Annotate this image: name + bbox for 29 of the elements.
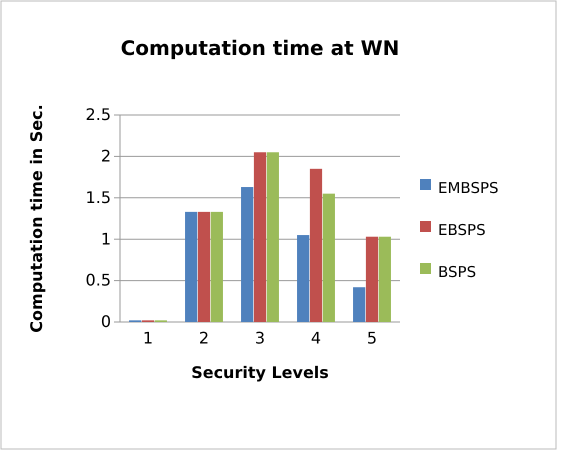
chart-title: Computation time at WN: [120, 36, 400, 60]
bar: [310, 168, 322, 322]
x-tick-label: 3: [254, 328, 266, 348]
legend-label: EMBSPS: [438, 179, 499, 198]
bar: [254, 152, 266, 322]
y-tick-label: 2: [100, 146, 111, 166]
y-tick-label: 1: [100, 229, 111, 248]
bar: [185, 212, 198, 322]
legend-label: EBSPS: [438, 221, 486, 240]
bar: [353, 287, 366, 322]
x-tick-label: 2: [198, 328, 210, 348]
y-axis-title: Computation time in Sec.: [27, 104, 46, 333]
bar: [378, 236, 391, 322]
x-tick-label: 4: [310, 328, 322, 348]
bar: [297, 235, 310, 322]
bar: [322, 194, 335, 322]
y-tick-label: 1.5: [86, 188, 111, 207]
y-tick-label: 0.5: [86, 270, 111, 290]
x-tick-label: 5: [366, 328, 378, 348]
x-tick-label: 1: [142, 328, 154, 348]
bar: [266, 152, 279, 322]
legend-label: BSPS: [438, 263, 476, 282]
y-tick-label: 2.5: [86, 105, 111, 124]
bar: [241, 187, 254, 322]
x-axis-title: Security Levels: [191, 363, 329, 382]
y-tick-label: 0: [100, 312, 111, 332]
bar: [366, 236, 378, 322]
bar: [198, 212, 210, 322]
bar: [210, 212, 223, 322]
